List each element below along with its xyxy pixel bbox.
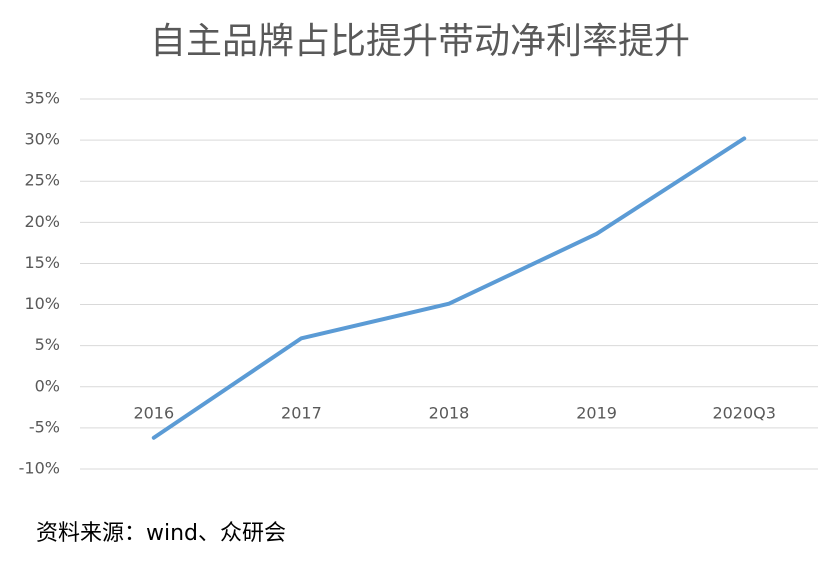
y-tick-label: 10% xyxy=(24,294,60,313)
y-tick-label: 5% xyxy=(35,335,60,354)
chart-title: 自主品牌占比提升带动净利率提升 xyxy=(150,21,690,62)
data-line xyxy=(151,136,747,440)
x-tick-label: 2019 xyxy=(576,403,617,422)
y-tick-label: -10% xyxy=(19,459,60,478)
y-tick-label: 20% xyxy=(24,212,60,231)
x-tick-label: 2018 xyxy=(429,403,470,422)
y-tick-label: 30% xyxy=(24,130,60,149)
source-note: 资料来源：wind、众研会 xyxy=(36,521,286,546)
x-tick-label: 2016 xyxy=(133,403,174,422)
y-tick-label: 25% xyxy=(24,171,60,190)
x-tick-label: 2020Q3 xyxy=(712,403,776,422)
y-tick-label: 35% xyxy=(24,89,60,108)
y-tick-label: 15% xyxy=(24,253,60,272)
y-tick-label: -5% xyxy=(29,417,60,436)
x-tick-label: 2017 xyxy=(281,403,322,422)
y-tick-label: 0% xyxy=(35,376,60,395)
